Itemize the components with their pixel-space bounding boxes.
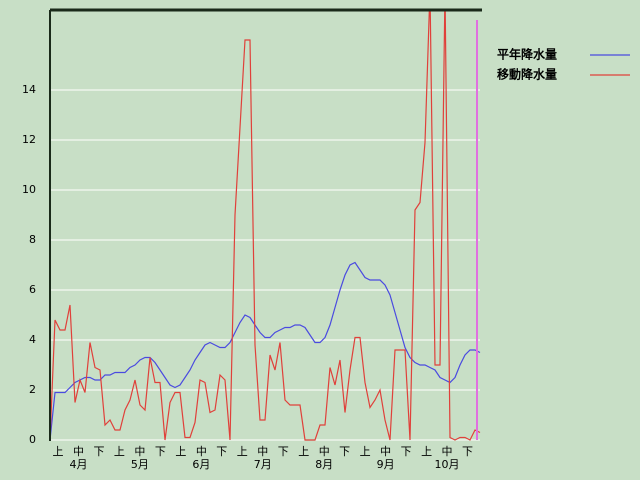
axis-labels: 02468101214上中下上中下上中下上中下上中下上中下上中下4月 5月 6月 7月… bbox=[22, 83, 473, 471]
x-month-label: 9月 bbox=[377, 458, 395, 471]
x-dekad-label: 上 bbox=[114, 445, 125, 458]
x-dekad-label: 下 bbox=[401, 445, 412, 458]
x-dekad-label: 上 bbox=[421, 445, 432, 458]
x-dekad-label: 中 bbox=[196, 445, 207, 458]
legend-label: 平年降水量 bbox=[497, 47, 557, 62]
x-dekad-label: 下 bbox=[339, 445, 350, 458]
x-dekad-label: 中 bbox=[73, 445, 84, 458]
x-dekad-label: 下 bbox=[155, 445, 166, 458]
x-dekad-label: 中 bbox=[442, 445, 453, 458]
x-dekad-label: 上 bbox=[360, 445, 371, 458]
x-dekad-label: 中 bbox=[319, 445, 330, 458]
x-dekad-label: 上 bbox=[175, 445, 186, 458]
y-tick-label: 0 bbox=[29, 433, 36, 446]
y-tick-label: 12 bbox=[22, 133, 36, 146]
x-dekad-label: 下 bbox=[216, 445, 227, 458]
x-month-label: 10月 bbox=[435, 458, 460, 471]
plot bbox=[50, 10, 481, 441]
x-month-label: 4月 bbox=[69, 458, 87, 471]
y-tick-label: 2 bbox=[29, 383, 36, 396]
x-dekad-label: 中 bbox=[257, 445, 268, 458]
series-line bbox=[50, 10, 481, 441]
grid bbox=[50, 89, 480, 441]
x-dekad-label: 下 bbox=[278, 445, 289, 458]
x-dekad-label: 上 bbox=[237, 445, 248, 458]
y-tick-label: 8 bbox=[29, 233, 36, 246]
x-dekad-label: 上 bbox=[298, 445, 309, 458]
y-tick-label: 6 bbox=[29, 283, 36, 296]
y-tick-label: 10 bbox=[22, 183, 36, 196]
series-line bbox=[50, 261, 481, 441]
y-tick-label: 14 bbox=[22, 83, 36, 96]
x-dekad-label: 下 bbox=[93, 445, 104, 458]
legend-label: 移動降水量 bbox=[497, 67, 557, 82]
x-month-label: 6月 bbox=[192, 458, 210, 471]
x-dekad-label: 中 bbox=[134, 445, 145, 458]
x-dekad-label: 下 bbox=[462, 445, 473, 458]
x-dekad-label: 上 bbox=[53, 445, 64, 458]
y-tick-label: 4 bbox=[29, 333, 36, 346]
x-dekad-label: 中 bbox=[380, 445, 391, 458]
x-month-label: 8月 bbox=[315, 458, 333, 471]
x-month-label: 5月 bbox=[131, 458, 149, 471]
x-month-label: 7月 bbox=[254, 458, 272, 471]
